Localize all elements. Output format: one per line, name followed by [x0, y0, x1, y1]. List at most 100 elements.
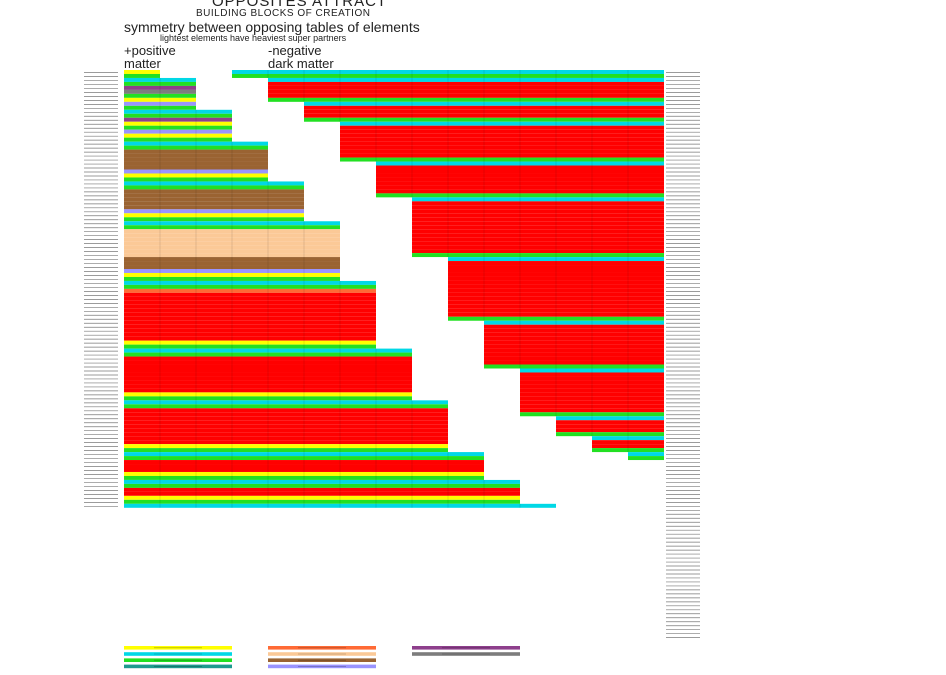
negative-period-6-band-14: [412, 249, 664, 254]
positive-period-8-band-10: [124, 384, 412, 389]
negative-period-6-band-13: [412, 245, 664, 250]
negative-period-4-band-1: [340, 121, 664, 126]
negative-period-7-band-6: [448, 276, 664, 281]
negative-period-8-band-2: [484, 324, 664, 329]
negative-period-9-band-2: [520, 372, 664, 377]
negative-period-10-band-1: [556, 416, 664, 421]
positive-period-8-band-12: [124, 392, 412, 397]
positive-period-9-band-8: [124, 428, 448, 433]
positive-period-6-band-3: [124, 229, 340, 234]
positive-period-3-band-1: [124, 109, 232, 114]
negative-period-11-band-4: [592, 448, 664, 453]
positive-period-5-band-5: [124, 197, 304, 202]
positive-period-6-band-8: [124, 249, 340, 254]
positive-period-9-band-6: [124, 420, 448, 425]
negative-period-8-band-9: [484, 352, 664, 357]
positive-period-12-band-1: [124, 503, 556, 508]
legend-swatch-1-4: [124, 664, 232, 669]
positive-period-6-band-4: [124, 233, 340, 238]
positive-period-9-band-12: [124, 444, 448, 449]
negative-period-5-band-7: [376, 185, 664, 190]
positive-period-2-band-7: [124, 101, 196, 106]
positive-period-8-band-8: [124, 376, 412, 381]
negative-period-7-band-1: [448, 257, 664, 262]
positive-period-3-band-4: [124, 121, 232, 126]
positive-period-8-band-3: [124, 356, 412, 361]
negative-period-4-band-8: [340, 149, 664, 154]
positive-period-7-band-15: [124, 336, 376, 341]
negative-period-5-band-9: [376, 193, 664, 198]
positive-period-7-band-3: [124, 288, 376, 293]
positive-period-10-band-1: [124, 452, 484, 457]
positive-period-8-band-1: [124, 348, 412, 353]
positive-period-4-band-1: [124, 141, 268, 146]
positive-period-9-band-5: [124, 416, 448, 421]
positive-period-6-band-10: [124, 257, 340, 262]
negative-period-11-band-1: [592, 436, 664, 441]
negative-period-2-band-5: [268, 93, 664, 98]
negative-period-5-band-4: [376, 173, 664, 178]
legend-swatch-3-2: [412, 652, 520, 656]
negative-period-7-band-8: [448, 284, 664, 289]
page-title: OPPOSITES ATTRACT: [212, 0, 388, 10]
negative-period-8-band-8: [484, 348, 664, 353]
negative-period-7-band-3: [448, 265, 664, 269]
negative-period-1-band-2: [232, 73, 664, 78]
negative-period-6-band-4: [412, 209, 664, 214]
positive-period-6-band-9: [124, 253, 340, 258]
positive-period-5-band-10: [124, 217, 304, 222]
negative-period-11-band-3: [592, 444, 664, 449]
negative-period-4-band-9: [340, 153, 664, 158]
legend-swatch-3-1: [412, 646, 520, 650]
negative-heading-line1: -negative: [268, 43, 322, 58]
positive-period-10-band-3: [124, 460, 484, 465]
positive-period-5-band-9: [124, 213, 304, 218]
negative-period-4-band-10: [340, 157, 664, 162]
negative-period-2-band-3: [268, 85, 664, 90]
positive-period-8-band-7: [124, 372, 412, 377]
negative-period-7-band-15: [448, 312, 664, 317]
negative-period-3-band-2: [304, 105, 664, 110]
negative-period-11-band-2: [592, 440, 664, 445]
positive-period-9-band-3: [124, 408, 448, 413]
negative-period-6-band-9: [412, 229, 664, 234]
positive-period-4-band-4: [124, 153, 268, 158]
positive-period-4-band-5: [124, 157, 268, 162]
negative-period-4-band-7: [340, 145, 664, 150]
positive-period-8-band-13: [124, 396, 412, 401]
negative-period-6-band-6: [412, 217, 664, 222]
positive-period-10-band-4: [124, 464, 484, 468]
positive-period-9-band-9: [124, 432, 448, 437]
positive-matter-heading: +positive matter: [124, 44, 176, 70]
negative-period-5-band-8: [376, 189, 664, 194]
positive-period-3-band-2: [124, 113, 232, 118]
positive-period-8-band-9: [124, 380, 412, 385]
negative-heading-line2: dark matter: [268, 56, 334, 71]
positive-period-2-band-3: [124, 85, 196, 90]
legend-swatch-1-3: [124, 658, 232, 662]
legend-swatch-1-2: [124, 652, 232, 656]
positive-period-10-band-7: [124, 475, 484, 480]
negative-period-4-band-6: [340, 141, 664, 146]
negative-period-1-band-1: [232, 70, 664, 74]
positive-period-4-band-8: [124, 169, 268, 174]
negative-period-7-band-4: [448, 269, 664, 273]
negative-period-7-band-11: [448, 296, 664, 301]
positive-period-3-band-5: [124, 125, 232, 130]
negative-period-4-band-2: [340, 125, 664, 130]
positive-period-6-band-15: [124, 276, 340, 281]
negative-period-5-band-6: [376, 181, 664, 186]
positive-period-8-band-2: [124, 352, 412, 357]
positive-period-11-band-6: [124, 499, 520, 504]
positive-heading-line2: matter: [124, 56, 161, 71]
positive-period-2-band-1: [124, 77, 196, 82]
negative-period-9-band-7: [520, 392, 664, 397]
positive-period-5-band-6: [124, 201, 304, 206]
positive-period-6-band-12: [124, 265, 340, 269]
positive-period-8-band-4: [124, 360, 412, 365]
legend-swatch-2-2: [268, 652, 376, 656]
legend-swatch-1-1: [124, 646, 232, 650]
negative-period-8-band-10: [484, 356, 664, 361]
positive-period-11-band-4: [124, 491, 520, 496]
positive-period-5-band-8: [124, 209, 304, 214]
